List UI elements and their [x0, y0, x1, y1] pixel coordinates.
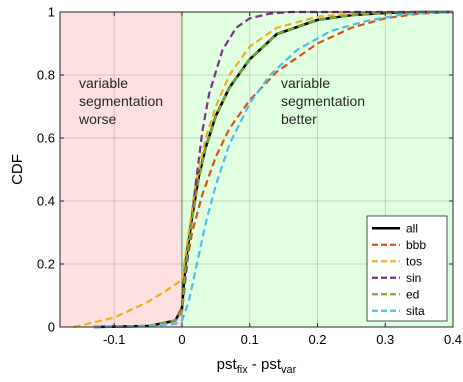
y-tick-label: 1: [48, 5, 55, 20]
region-annotations: variable segmentation worse variable segment…: [78, 75, 365, 127]
region-label-0: variable segmentation worse: [78, 75, 163, 127]
series-line-ed: [93, 10, 453, 329]
y-tick-label: 0.6: [37, 131, 55, 146]
y-axis-label: CDF: [9, 154, 26, 185]
axis-ticks: -0.1 0 0.1 0.2 0.3 0.4 0 0.2 0.4 0.6 0.8 1: [37, 5, 462, 348]
legend-label-sin: sin: [406, 271, 421, 285]
y-tick-label: 0.8: [37, 68, 55, 83]
legend-label-tos: tos: [406, 254, 422, 268]
legend-label-bbb: bbb: [406, 238, 426, 252]
plot-frame: [59, 11, 454, 328]
x-axis-label: pstfix - pstvar: [217, 356, 297, 376]
x-tick-label: 0.3: [376, 332, 394, 347]
y-tick-label: 0.4: [37, 194, 55, 209]
region-label-line: variable: [281, 75, 330, 91]
x-tick-label: 0.4: [444, 332, 462, 347]
x-label-base-2: pst: [261, 356, 282, 373]
region-label-line: better: [281, 111, 317, 127]
x-tick-label: -0.1: [103, 332, 125, 347]
legend: all bbb tos sin ed sita: [366, 215, 448, 322]
region-label-line: variable: [79, 75, 128, 91]
x-label-sep: -: [248, 356, 261, 373]
region-0: [59, 11, 183, 328]
legend-label-ed: ed: [406, 287, 419, 301]
x-label-sub-1: fix: [237, 364, 249, 376]
y-tick-label: 0: [48, 320, 55, 335]
y-tick-label: 0.2: [37, 257, 55, 272]
x-label-sub-2: var: [281, 364, 297, 376]
region-label-line: segmentation: [79, 93, 163, 109]
region-label-line: worse: [78, 111, 117, 127]
series-lines: [73, 10, 454, 329]
x-label-base-1: pst: [217, 356, 238, 373]
region-backgrounds: [59, 11, 454, 328]
series-line-tos: [73, 10, 453, 329]
x-tick-label: 0.2: [308, 332, 326, 347]
x-tick-label: 0: [178, 332, 185, 347]
series-line-sita: [93, 10, 453, 329]
legend-label-all: all: [406, 221, 418, 235]
legend-label-sita: sita: [406, 304, 425, 318]
region-label-1: variable segmentation better: [281, 75, 365, 127]
region-label-line: segmentation: [281, 93, 365, 109]
x-tick-label: 0.1: [241, 332, 259, 347]
legend-box: [366, 215, 448, 322]
